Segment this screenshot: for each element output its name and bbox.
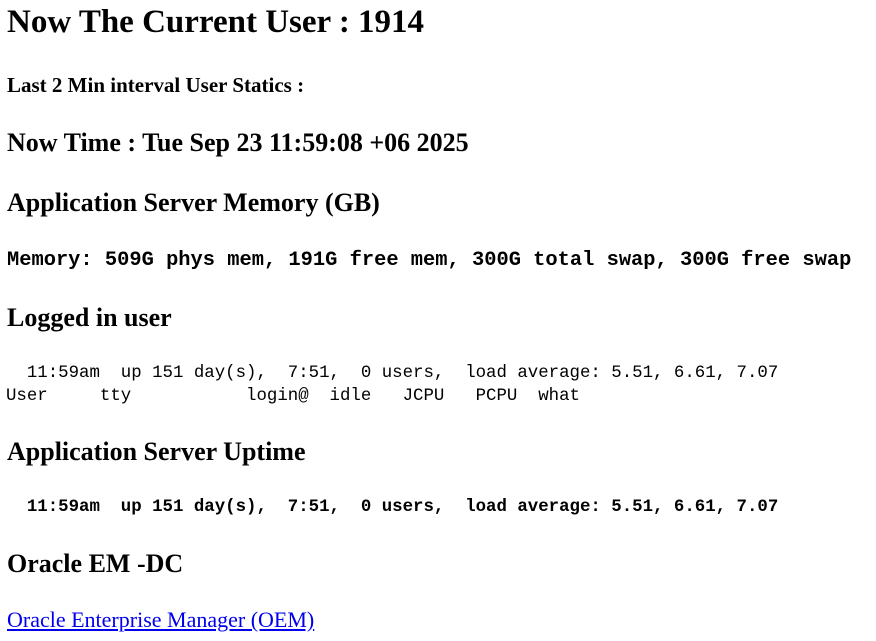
oem-link[interactable]: Oracle Enterprise Manager (OEM) (7, 607, 315, 632)
uptime-line: 11:59am up 151 day(s), 7:51, 0 users, lo… (6, 498, 779, 517)
memory-line: Memory: 509G phys mem, 191G free mem, 30… (7, 249, 852, 272)
now-time: Now Time : Tue Sep 23 11:59:08 +06 2025 (7, 128, 469, 157)
page-title: Now The Current User : 1914 (7, 4, 425, 40)
logged-in-heading: Logged in user (7, 303, 172, 332)
uptime-heading: Application Server Uptime (7, 437, 306, 466)
logged-in-header-line: User tty login@ idle JCPU PCPU what (6, 387, 580, 406)
oem-heading: Oracle EM -DC (7, 549, 184, 578)
logged-in-uptime-line: 11:59am up 151 day(s), 7:51, 0 users, lo… (6, 364, 779, 383)
memory-heading: Application Server Memory (GB) (7, 188, 380, 217)
stats-heading: Last 2 Min interval User Statics : (7, 73, 305, 97)
